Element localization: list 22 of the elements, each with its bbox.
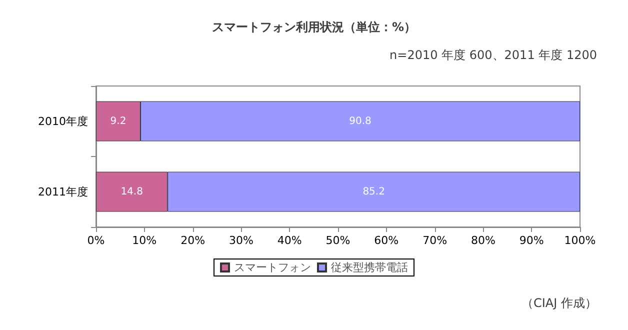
x-tick-label: 30%	[228, 234, 254, 247]
legend-label: スマートフォン	[234, 261, 311, 274]
x-tick-label: 0%	[87, 234, 105, 247]
legend-label: 従来型携帯電話	[331, 261, 408, 274]
text: （CIAJ 作成）	[522, 296, 598, 310]
x-tick-label: 80%	[470, 234, 496, 247]
data-label: 14.8	[120, 186, 143, 198]
x-tick-label: 50%	[326, 234, 350, 247]
x-tick-label: 70%	[422, 234, 448, 247]
chart-subtitle: n=2010 年度 600、2011 年度 1200	[390, 48, 598, 62]
x-tick-label: 100%	[564, 234, 596, 247]
x-tick-label: 90%	[519, 234, 544, 247]
x-tick-label: 20%	[180, 234, 206, 247]
chart-title: スマートフォン利用状況（単位：%）	[212, 20, 416, 34]
data-label: 90.8	[349, 116, 372, 127]
x-tick-label: 40%	[277, 234, 302, 247]
x-tick-label: 60%	[374, 234, 399, 247]
x-tick-label: 10%	[132, 234, 157, 247]
data-label: 85.2	[362, 186, 385, 198]
data-label: 9.2	[110, 116, 126, 127]
y-tick-label: 2011年度	[38, 185, 88, 198]
y-tick-label: 2010年度	[38, 114, 88, 128]
